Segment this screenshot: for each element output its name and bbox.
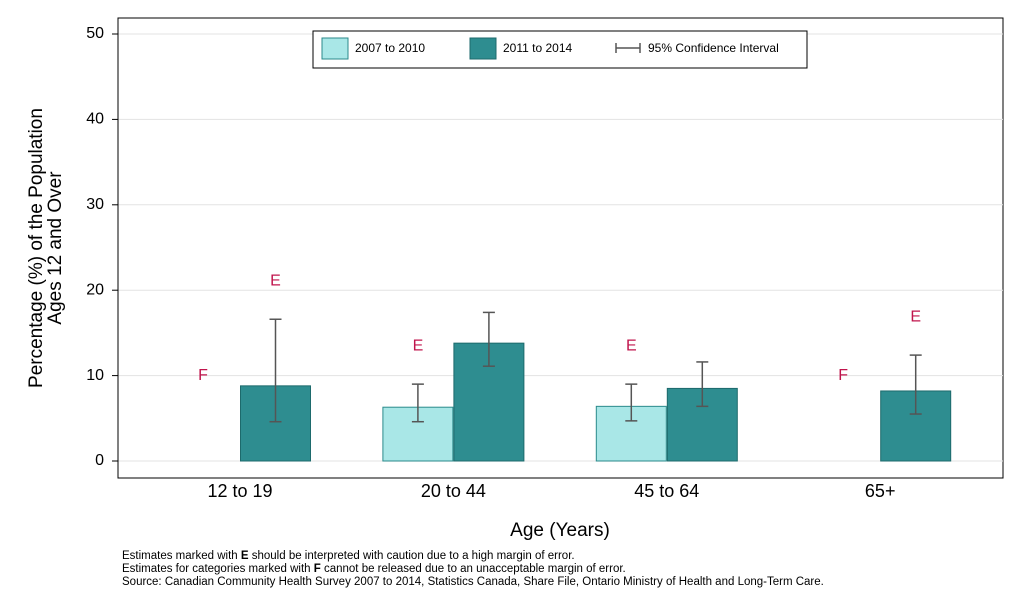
flag-label: E	[413, 337, 424, 354]
legend-label: 2007 to 2010	[355, 41, 425, 55]
y-tick-label: 50	[86, 25, 104, 42]
footnote-part: should be interpreted with caution due t…	[249, 550, 575, 562]
footnote-part: E	[241, 550, 249, 562]
footnote: Estimates marked with E should be interp…	[122, 550, 575, 562]
y-tick-label: 10	[86, 367, 104, 384]
footnote: Source: Canadian Community Health Survey…	[122, 576, 824, 588]
y-tick-label: 30	[86, 196, 104, 213]
flag-label: F	[198, 367, 208, 384]
footnote-part: Estimates for categories marked with	[122, 563, 314, 575]
footnote: Estimates for categories marked with F c…	[122, 563, 626, 575]
y-tick-label: 20	[86, 281, 104, 298]
y-axis-title: Percentage (%) of the Population	[26, 108, 47, 388]
x-axis-title: Age (Years)	[510, 520, 610, 541]
y-axis-title: Ages 12 and Over	[45, 171, 66, 325]
footnote-part: cannot be released due to an unacceptabl…	[321, 563, 626, 575]
flag-label: E	[270, 272, 281, 289]
x-tick-label: 45 to 64	[634, 481, 699, 501]
y-tick-label: 40	[86, 111, 104, 128]
x-tick-label: 65+	[865, 481, 896, 501]
legend-swatch	[469, 37, 497, 60]
x-tick-label: 20 to 44	[421, 481, 486, 501]
x-tick-label: 12 to 19	[207, 481, 272, 501]
y-tick-label: 0	[95, 452, 104, 469]
flag-label: E	[910, 308, 921, 325]
legend-swatch	[321, 37, 349, 60]
legend-box	[312, 30, 808, 69]
legend-label: 2011 to 2014	[503, 41, 573, 55]
footnote-part: Source: Canadian Community Health Survey…	[122, 576, 824, 588]
flag-label: F	[838, 367, 848, 384]
footnote-part: F	[314, 563, 321, 575]
footnote-part: Estimates marked with	[122, 550, 241, 562]
legend-label: 95% Confidence Interval	[648, 41, 779, 55]
flag-label: E	[626, 337, 637, 354]
